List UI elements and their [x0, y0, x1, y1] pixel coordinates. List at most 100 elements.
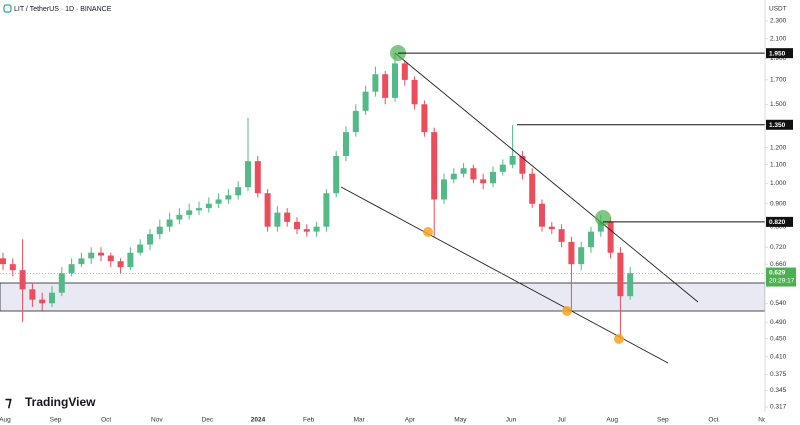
y-tick-label: 0.345 — [770, 387, 787, 394]
lower-trendline — [340, 186, 669, 364]
low-marker — [423, 227, 433, 237]
candle-body — [49, 292, 55, 304]
candle-body — [441, 179, 447, 200]
candle-body — [225, 195, 232, 200]
currency-label: USDT — [769, 6, 787, 13]
support-zone — [0, 282, 766, 312]
candle-body — [88, 252, 95, 259]
brand: TradingView — [25, 395, 96, 409]
candle-body — [480, 179, 487, 184]
candle-body — [39, 299, 46, 304]
candle-body — [117, 261, 124, 268]
candle-body — [490, 171, 496, 184]
candle-body — [450, 173, 457, 180]
candle-body — [607, 221, 614, 253]
x-tick-label: Dec — [202, 417, 214, 424]
candle-body — [411, 79, 418, 105]
chart-title: LIT / TetherUS · 1D · BINANCE — [14, 6, 112, 13]
candle-body — [254, 161, 261, 194]
y-tick-label: 2.100 — [770, 35, 787, 42]
price-axis: USDT 2.300 2.100 1.900 1.700 1.500 1.350 1.200… — [764, 0, 800, 425]
candle-body — [196, 208, 202, 211]
x-tick-label: Oct — [101, 417, 111, 424]
candle-body — [617, 252, 624, 297]
y-tick-label: 0.540 — [770, 300, 787, 307]
x-tick-label: Sep — [657, 417, 669, 424]
y-tick-label: 0.450 — [770, 335, 787, 342]
candle-body — [205, 203, 212, 209]
peak-marker — [595, 210, 611, 226]
level-label: 1.350 — [769, 122, 786, 129]
y-tick-label: 0.375 — [770, 371, 787, 378]
x-tick-label: Nov — [151, 417, 163, 424]
candle-body — [323, 193, 330, 227]
x-tick-label: Jun — [506, 417, 517, 424]
x-tick-label: Oct — [708, 417, 718, 424]
candle-body — [313, 226, 320, 232]
y-tick-label: 1.700 — [770, 77, 787, 84]
level-label: 0.820 — [769, 219, 786, 226]
candle-body — [568, 241, 575, 265]
candle-body — [352, 110, 359, 133]
candle-body — [58, 273, 65, 293]
candle-body — [156, 226, 163, 235]
candle-body — [147, 234, 153, 245]
candle-body — [509, 156, 516, 165]
candle-body — [362, 91, 369, 111]
last-price-label: 0.629 — [769, 269, 786, 276]
candle-body — [215, 199, 222, 204]
candle-body — [460, 168, 467, 174]
y-tick-label: 0.317 — [770, 404, 787, 411]
y-tick-label: 0.720 — [770, 244, 787, 251]
y-tick-label: 2.300 — [770, 18, 787, 25]
annotations: LIT / TetherUS · 1D · BINANCE ⁊ TradingV… — [0, 4, 765, 410]
y-tick-label: 0.900 — [770, 200, 787, 207]
level-label-bg — [766, 48, 793, 59]
candle-body — [137, 244, 144, 253]
x-tick-label: May — [454, 417, 467, 424]
candle-body — [470, 168, 477, 180]
candle-body — [0, 258, 6, 265]
x-tick-label: Aug — [606, 417, 618, 424]
symbol-icon — [3, 4, 12, 13]
x-tick-label: Apr — [405, 417, 416, 424]
y-tick-label: 0.800 — [770, 223, 787, 230]
candle-body — [9, 264, 16, 271]
y-tick-label: 1.900 — [770, 55, 787, 62]
x-tick-label: Nov — [758, 417, 770, 424]
candle-body — [78, 258, 85, 265]
low-marker — [614, 334, 624, 344]
plot-area: Aug Sep Oct Nov Dec 2024 Feb Mar Apr May Jun Jul Aug… — [0, 53, 771, 424]
candle-body — [519, 156, 526, 174]
candle-body — [558, 229, 565, 242]
candle-body — [29, 289, 36, 300]
low-marker — [562, 306, 572, 316]
level-label-bg — [766, 216, 793, 227]
y-tick-label: 1.100 — [770, 161, 787, 168]
x-tick-label: Feb — [303, 417, 315, 424]
candle-body — [186, 210, 193, 215]
candle-body — [127, 252, 134, 268]
countdown: 20:29:17 — [769, 277, 795, 284]
candle-body — [548, 226, 555, 230]
candle-body — [19, 270, 26, 290]
y-tick-label: 0.660 — [770, 261, 787, 268]
x-tick-label: Aug — [0, 417, 11, 424]
candle-body — [303, 229, 310, 232]
candle-body — [499, 164, 506, 172]
candle-body — [166, 219, 173, 227]
candle-body — [529, 173, 536, 204]
candle-body — [274, 212, 281, 227]
y-tick-label: 1.200 — [770, 144, 787, 151]
last-price-bg — [766, 267, 796, 287]
candle-body — [539, 203, 545, 227]
level-label-bg — [766, 119, 793, 130]
candle-body — [588, 231, 594, 248]
candle-body — [68, 264, 75, 274]
candle-body — [392, 63, 398, 98]
candle-body — [107, 255, 114, 262]
y-tick-label: 0.490 — [770, 319, 787, 326]
logo-mark: ⁊ — [5, 394, 12, 410]
